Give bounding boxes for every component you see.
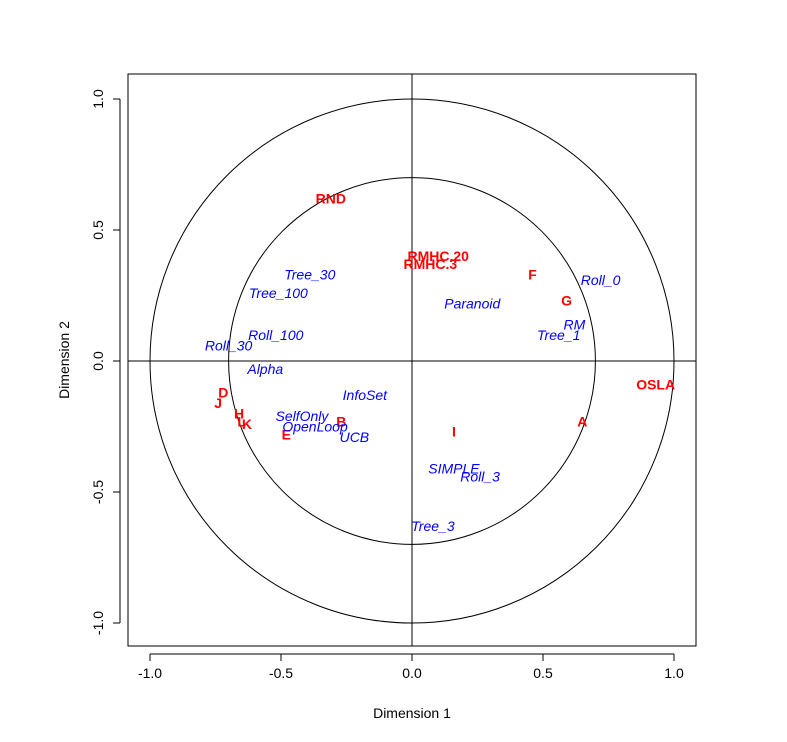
point-label: Tree_1 [537, 327, 580, 343]
point-label: G [561, 293, 572, 309]
y-tick-label: 1.0 [90, 89, 106, 109]
point-label: Tree_3 [411, 518, 455, 534]
x-tick-label: -1.0 [138, 665, 162, 681]
point-label: RMHC.20 [407, 248, 469, 264]
point-label: J [214, 395, 222, 411]
point-label: Roll_0 [581, 272, 621, 288]
y-tick-label: 0.0 [90, 351, 106, 371]
point-label: RND [316, 191, 346, 207]
point-label: D [218, 384, 228, 400]
point-label: Roll_3 [460, 468, 500, 484]
point-label: F [528, 267, 537, 283]
point-label: E [282, 426, 291, 442]
point-label: Paranoid [444, 295, 501, 311]
point-label: Tree_100 [249, 285, 308, 301]
x-tick-label: 1.0 [664, 665, 684, 681]
point-label: L [237, 413, 246, 429]
y-tick-label: 0.5 [90, 220, 106, 240]
x-tick-label: -0.5 [269, 665, 293, 681]
point-label: RM [564, 316, 586, 332]
point-label: B [336, 413, 346, 429]
point-label: OpenLoop [282, 419, 348, 435]
point-label: Roll_100 [248, 327, 303, 343]
point-label: Tree_30 [284, 267, 335, 283]
point-label: InfoSet [343, 387, 388, 403]
x-axis-label: Dimension 1 [373, 705, 451, 721]
point-label: SelfOnly [275, 408, 329, 424]
point-label: SIMPLE [428, 460, 480, 476]
y-tick-label: -0.5 [90, 480, 106, 504]
plot-layer: -1.0 -0.5 0.0 0.5 1.0-1.0-0.50.00.51.0RNDRMH… [90, 73, 697, 681]
point-label: OSLA [636, 377, 675, 393]
point-label: UCB [340, 429, 370, 445]
x-tick-label: 0.0 [402, 665, 422, 681]
point-label: H [234, 405, 244, 421]
point-label: Alpha [246, 361, 283, 377]
point-label: Roll_30 [205, 337, 253, 353]
point-label: K [242, 416, 252, 432]
y-tick-label: -1.0 [90, 611, 106, 635]
point-label: A [577, 413, 587, 429]
point-label: I [452, 424, 456, 440]
x-tick-label: 0.5 [533, 665, 553, 681]
y-axis-label: Dimension 2 [56, 321, 72, 399]
point-label: RMHC.3 [404, 256, 458, 272]
